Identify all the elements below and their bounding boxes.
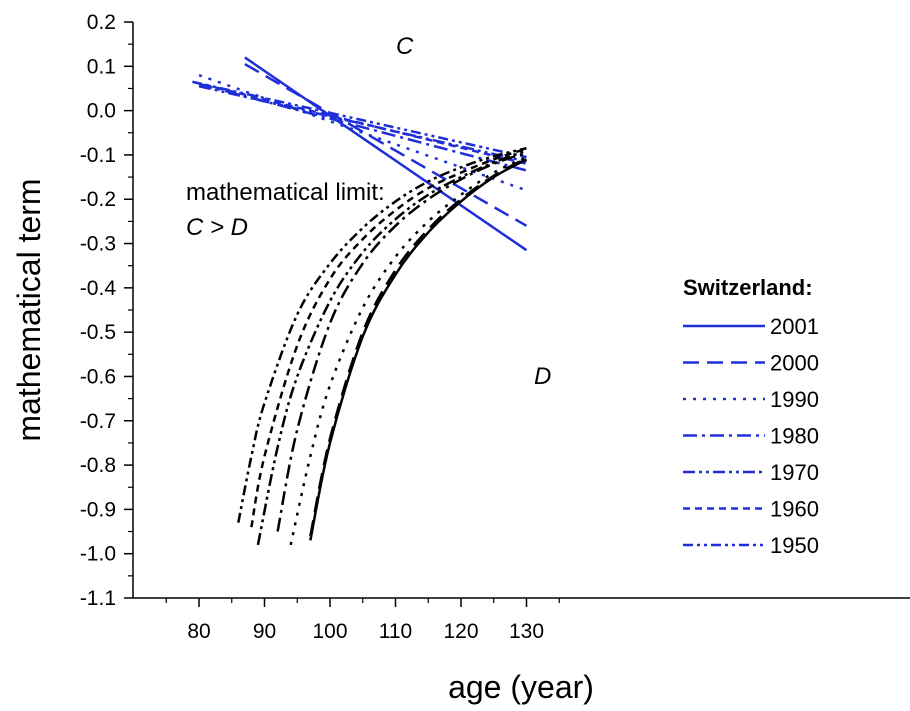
limit-annotation-line2: C > D	[186, 214, 248, 241]
d-series-label: D	[534, 363, 551, 390]
c-series-label: C	[396, 33, 414, 60]
y-axis-title: mathematical term	[11, 178, 47, 441]
y-tick-label: -0.3	[80, 233, 116, 256]
d-series-1980	[276, 151, 527, 532]
y-tick-label: -0.6	[80, 365, 116, 388]
d-series-1990	[289, 156, 528, 546]
x-tick-label: 130	[509, 620, 544, 643]
limit-annotation-line1: mathematical limit:	[186, 179, 385, 206]
x-tick-label: 100	[312, 620, 347, 643]
y-tick-label: 0.2	[87, 11, 116, 34]
y-tick-label: -0.4	[80, 277, 117, 300]
d-series-2000	[309, 156, 528, 537]
c-series-2001	[244, 56, 528, 252]
y-tick-label: -0.2	[80, 188, 116, 211]
legend-label-2000: 2000	[770, 351, 819, 376]
x-tick-label: 120	[443, 620, 478, 643]
y-tick-label: -0.8	[80, 454, 116, 477]
y-tick-label: -1.0	[80, 543, 116, 566]
legend-label-1980: 1980	[770, 424, 819, 449]
c-series-1950	[192, 80, 527, 159]
legend-label-1950: 1950	[770, 533, 819, 558]
y-tick-label: -0.1	[80, 144, 116, 167]
x-tick-label: 80	[187, 620, 210, 643]
axis-ticks	[124, 21, 560, 607]
d-series-1960	[250, 147, 527, 528]
y-tick-label: -0.7	[80, 410, 116, 433]
y-tick-label: -1.1	[80, 587, 116, 610]
legend: Switzerland: 2001 2000 1990 1980 1970 1960 195…	[683, 275, 819, 558]
x-tick-label: 90	[253, 620, 276, 643]
c-series-1990	[198, 73, 527, 192]
legend-label-1990: 1990	[770, 387, 819, 412]
plot-lines	[192, 56, 528, 546]
legend-title: Switzerland:	[683, 275, 813, 300]
x-axis-title: age (year)	[448, 669, 594, 705]
y-tick-label: 0.0	[87, 100, 116, 123]
d-series-1950	[237, 147, 527, 523]
d-series-1970	[256, 149, 527, 546]
y-tick-label: -0.5	[80, 321, 116, 344]
y-tick-label: 0.1	[87, 55, 116, 78]
x-tick-label: 110	[379, 620, 412, 643]
x-tick-labels: 80 90 100 110 120 130	[187, 620, 544, 643]
y-tick-labels: 0.2 0.1 0.0 -0.1 -0.2 -0.3 -0.4 -0.5 -0.6 -0.7 -0.…	[80, 11, 117, 610]
y-tick-label: -0.9	[80, 498, 116, 521]
c-series-1980	[198, 82, 527, 172]
c-series-2000	[244, 63, 528, 227]
c-series-1970	[198, 85, 527, 163]
legend-label-2001: 2001	[770, 314, 819, 339]
legend-label-1960: 1960	[770, 497, 819, 522]
c-series-1960	[192, 80, 527, 165]
legend-label-1970: 1970	[770, 460, 819, 485]
legend-entries: 2001 2000 1990 1980 1970 1960 1950	[683, 314, 819, 558]
